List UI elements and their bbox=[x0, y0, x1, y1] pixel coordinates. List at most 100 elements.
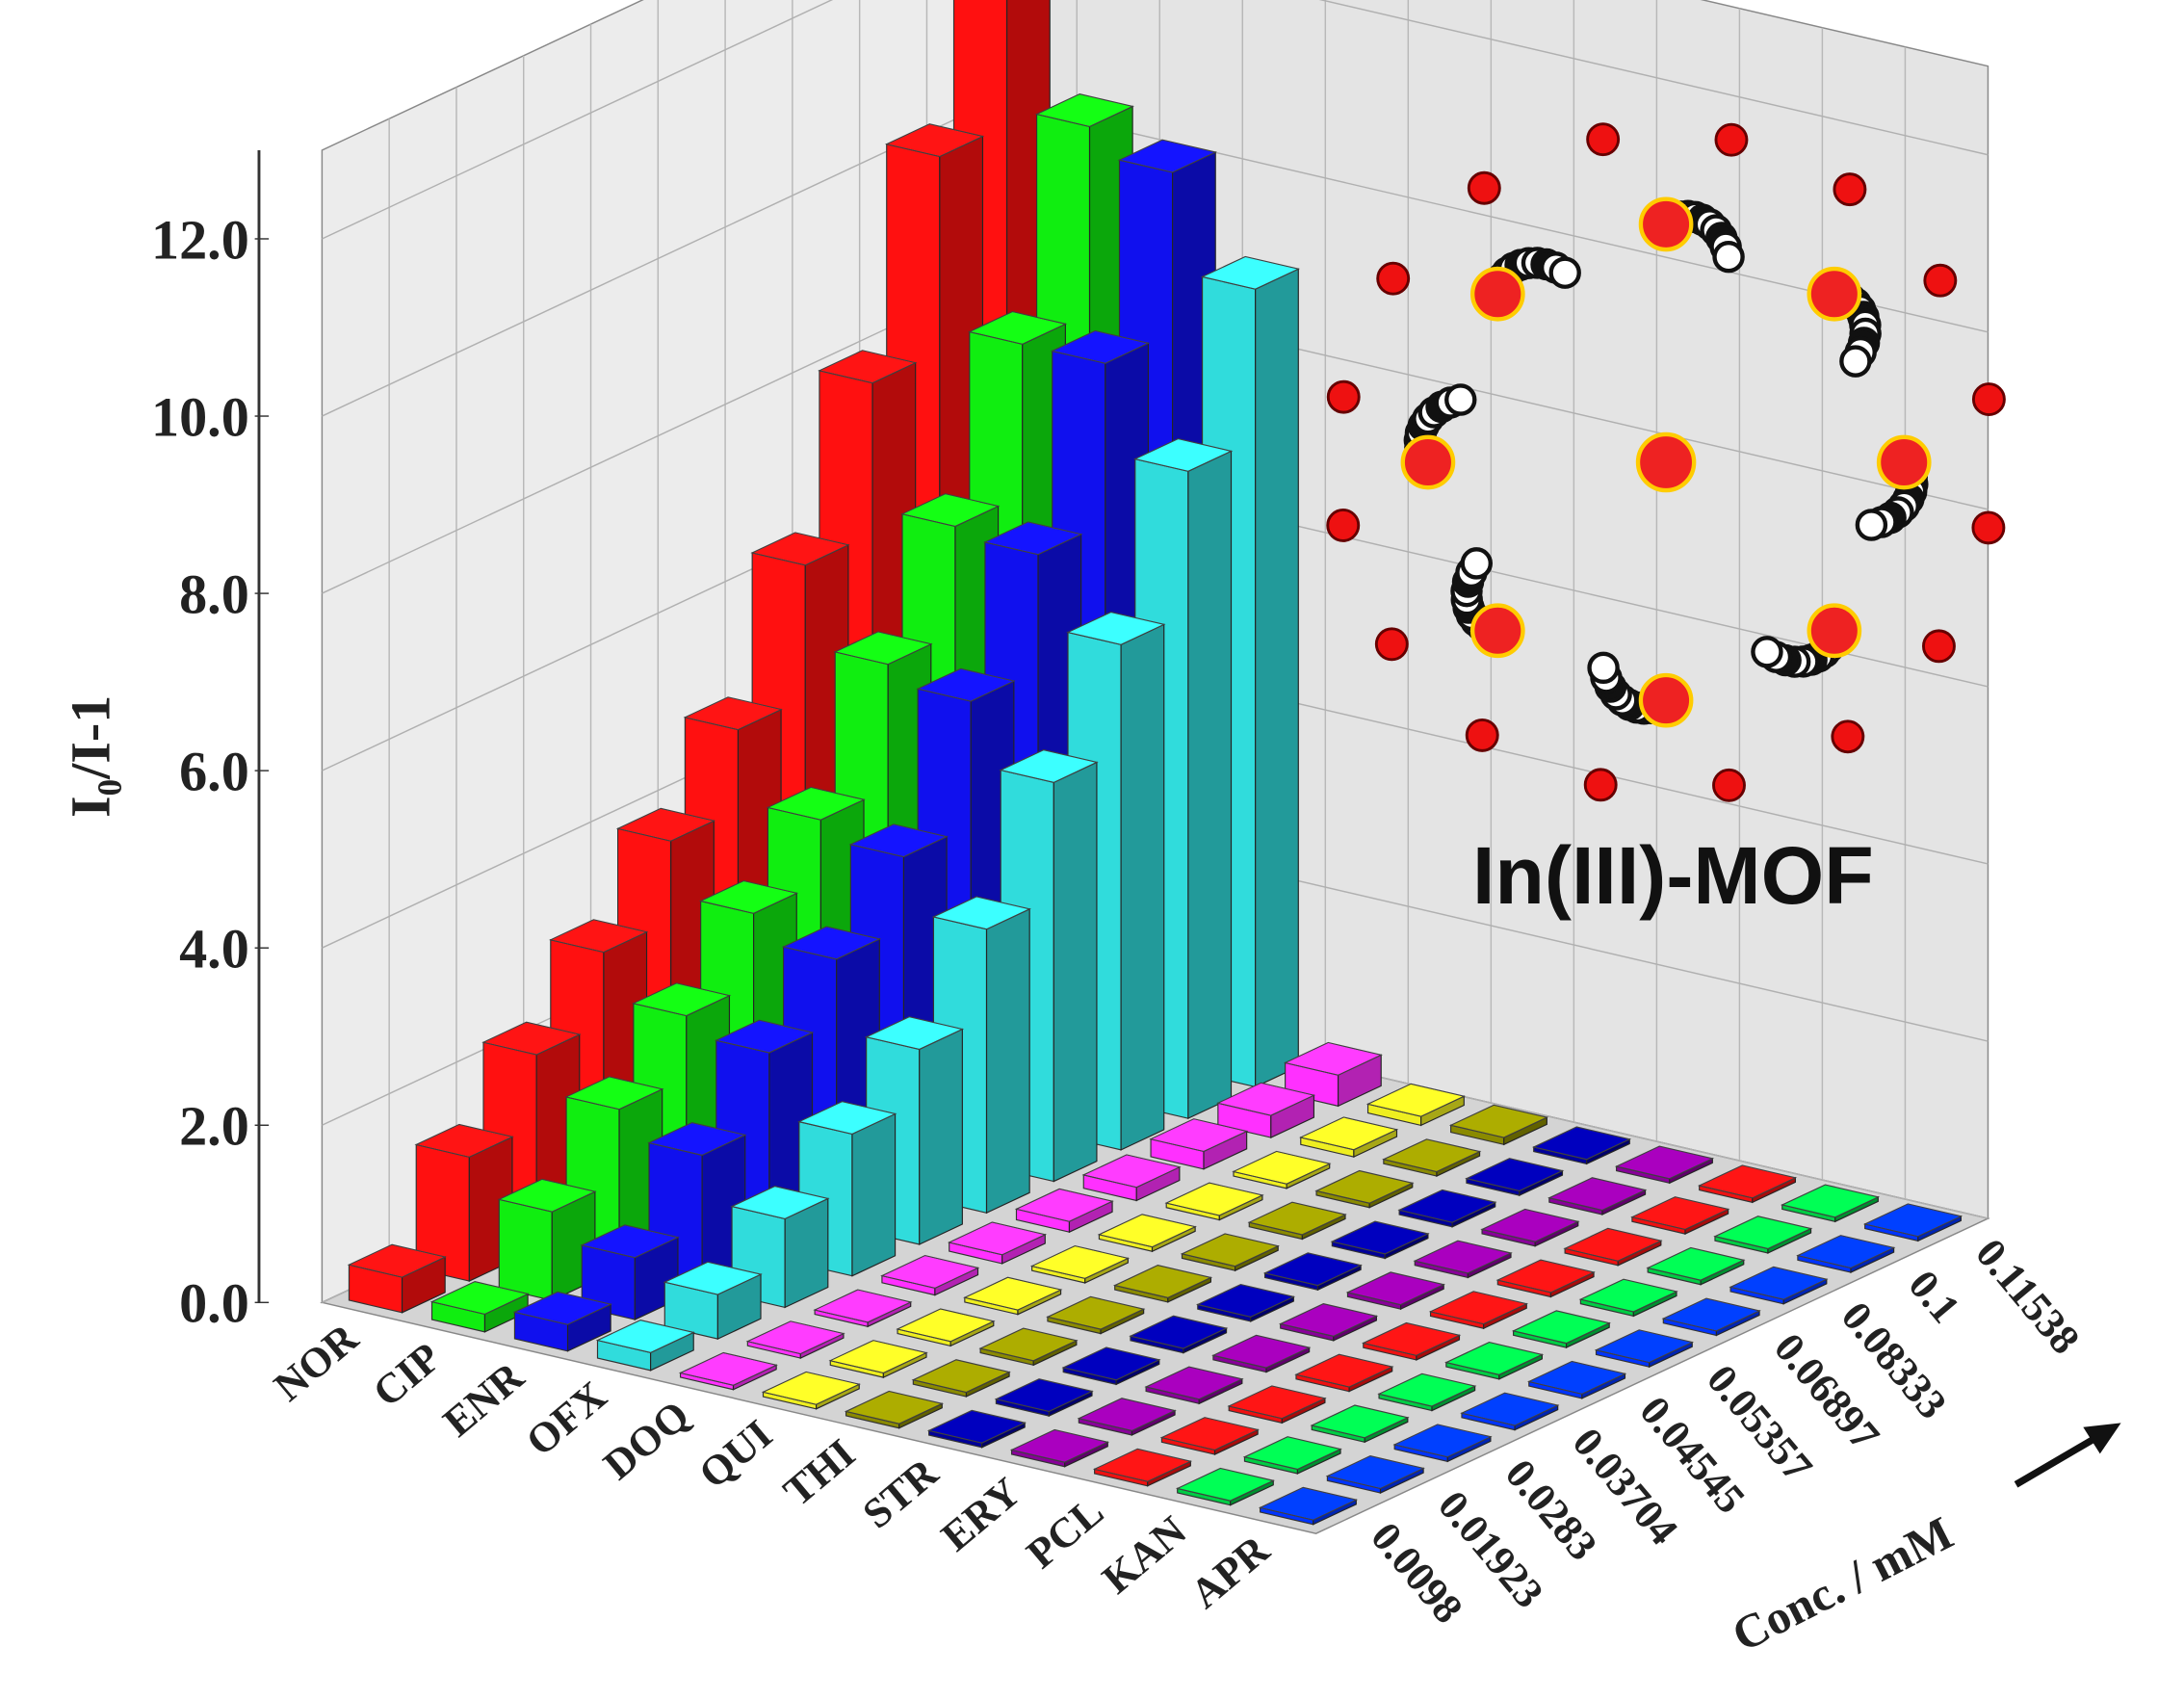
bar bbox=[926, 1409, 1027, 1449]
bar bbox=[1314, 1169, 1415, 1209]
bar bbox=[1862, 1203, 1963, 1242]
bar-top bbox=[1448, 1104, 1549, 1138]
bar bbox=[663, 1261, 763, 1341]
bar bbox=[1713, 1215, 1813, 1254]
bar-top bbox=[931, 896, 1031, 930]
bar-top bbox=[678, 1351, 778, 1386]
oxygen bbox=[1712, 768, 1746, 802]
bar bbox=[429, 1281, 530, 1333]
bar-top bbox=[1796, 1235, 1896, 1269]
bar-front bbox=[498, 1198, 553, 1301]
bar bbox=[1780, 1184, 1881, 1223]
bar-top bbox=[549, 919, 649, 954]
bar bbox=[963, 1276, 1063, 1316]
bar-side bbox=[919, 1028, 963, 1245]
category-label: QUI bbox=[690, 1411, 781, 1498]
bar-top bbox=[745, 1320, 845, 1355]
bar-top bbox=[926, 1409, 1027, 1444]
bar-side bbox=[1120, 623, 1165, 1151]
oxygen bbox=[1326, 508, 1361, 542]
bar-top bbox=[864, 1016, 965, 1051]
bar bbox=[1495, 1259, 1596, 1298]
bar bbox=[1382, 1138, 1482, 1177]
atom bbox=[1712, 240, 1745, 274]
bar bbox=[1345, 1271, 1445, 1311]
bar bbox=[1144, 1366, 1244, 1405]
bar-top bbox=[1164, 1182, 1264, 1216]
bar bbox=[828, 1340, 928, 1379]
bar-top bbox=[1216, 1082, 1316, 1116]
bar bbox=[1661, 1297, 1761, 1337]
bar-top bbox=[1046, 1295, 1146, 1330]
bar-top bbox=[1531, 1126, 1632, 1161]
bar bbox=[1258, 1486, 1359, 1526]
bar bbox=[1159, 1417, 1260, 1455]
bar-top bbox=[1428, 1291, 1529, 1325]
bar-top bbox=[1314, 1169, 1415, 1204]
oxygen bbox=[1971, 510, 2006, 545]
bar bbox=[947, 1221, 1048, 1265]
bar bbox=[1614, 1145, 1715, 1185]
atom bbox=[1839, 345, 1872, 378]
category-label: CIP bbox=[365, 1334, 450, 1416]
bar bbox=[1361, 1321, 1462, 1361]
bar-top bbox=[1029, 1244, 1131, 1279]
bar-top bbox=[1526, 1360, 1627, 1395]
bar-top bbox=[1495, 1259, 1596, 1294]
y-tick-label: 10.0 bbox=[151, 385, 249, 448]
bar bbox=[1330, 1220, 1430, 1260]
bar-top bbox=[1397, 1189, 1497, 1223]
bar bbox=[1547, 1177, 1648, 1215]
metal-node bbox=[1807, 266, 1862, 322]
bar bbox=[1061, 1346, 1161, 1386]
bar bbox=[1325, 1455, 1425, 1494]
bar-top bbox=[1444, 1341, 1545, 1375]
oxygen bbox=[1971, 382, 2006, 417]
bar bbox=[1365, 1083, 1467, 1127]
y-tick-label: 0.0 bbox=[179, 1272, 249, 1335]
oxygen bbox=[1326, 379, 1361, 414]
bar bbox=[1397, 1189, 1497, 1228]
bar-top bbox=[1594, 1329, 1695, 1364]
bar-top bbox=[1780, 1184, 1881, 1218]
bar-top bbox=[1392, 1424, 1493, 1458]
y-tick-label: 6.0 bbox=[179, 741, 249, 803]
bar bbox=[1511, 1310, 1611, 1349]
bar bbox=[1278, 1303, 1379, 1342]
bar-top bbox=[1232, 1150, 1332, 1185]
bar bbox=[1232, 1150, 1332, 1189]
bar-top bbox=[978, 1327, 1079, 1362]
bar-top bbox=[1050, 329, 1151, 364]
bar bbox=[1392, 1424, 1493, 1463]
atom bbox=[1587, 651, 1620, 685]
conc-label: 0.11538 bbox=[1966, 1230, 2088, 1363]
bar-top bbox=[1014, 1188, 1114, 1222]
atom bbox=[1460, 547, 1494, 580]
bar-side bbox=[1187, 450, 1233, 1120]
bar-top bbox=[1382, 1138, 1482, 1173]
z-axis-title: Conc. / mM bbox=[1724, 1506, 1961, 1662]
bar bbox=[1480, 1208, 1580, 1247]
bar-top bbox=[1614, 1145, 1715, 1180]
bar bbox=[1796, 1235, 1896, 1273]
bar bbox=[1563, 1227, 1663, 1267]
bar bbox=[1112, 1265, 1213, 1303]
bar bbox=[1294, 1353, 1394, 1393]
bar-top bbox=[1729, 1266, 1829, 1300]
oxygen bbox=[1831, 719, 1865, 754]
bar bbox=[512, 1291, 612, 1352]
bar bbox=[1009, 1428, 1110, 1468]
y-axis-title: I₀/I-1 bbox=[59, 695, 121, 818]
bar-side bbox=[851, 1112, 897, 1277]
bar bbox=[1097, 1214, 1197, 1253]
grid-line bbox=[322, 0, 1989, 240]
bar-top bbox=[1262, 1252, 1363, 1287]
bar bbox=[1242, 1436, 1342, 1475]
bar-top bbox=[1862, 1203, 1963, 1238]
bar-top bbox=[1630, 1196, 1730, 1231]
bar-top bbox=[994, 1378, 1094, 1413]
bar-top bbox=[1278, 1303, 1379, 1337]
bar bbox=[1377, 1372, 1477, 1412]
bar-top bbox=[414, 1123, 514, 1158]
bar bbox=[1247, 1201, 1347, 1241]
